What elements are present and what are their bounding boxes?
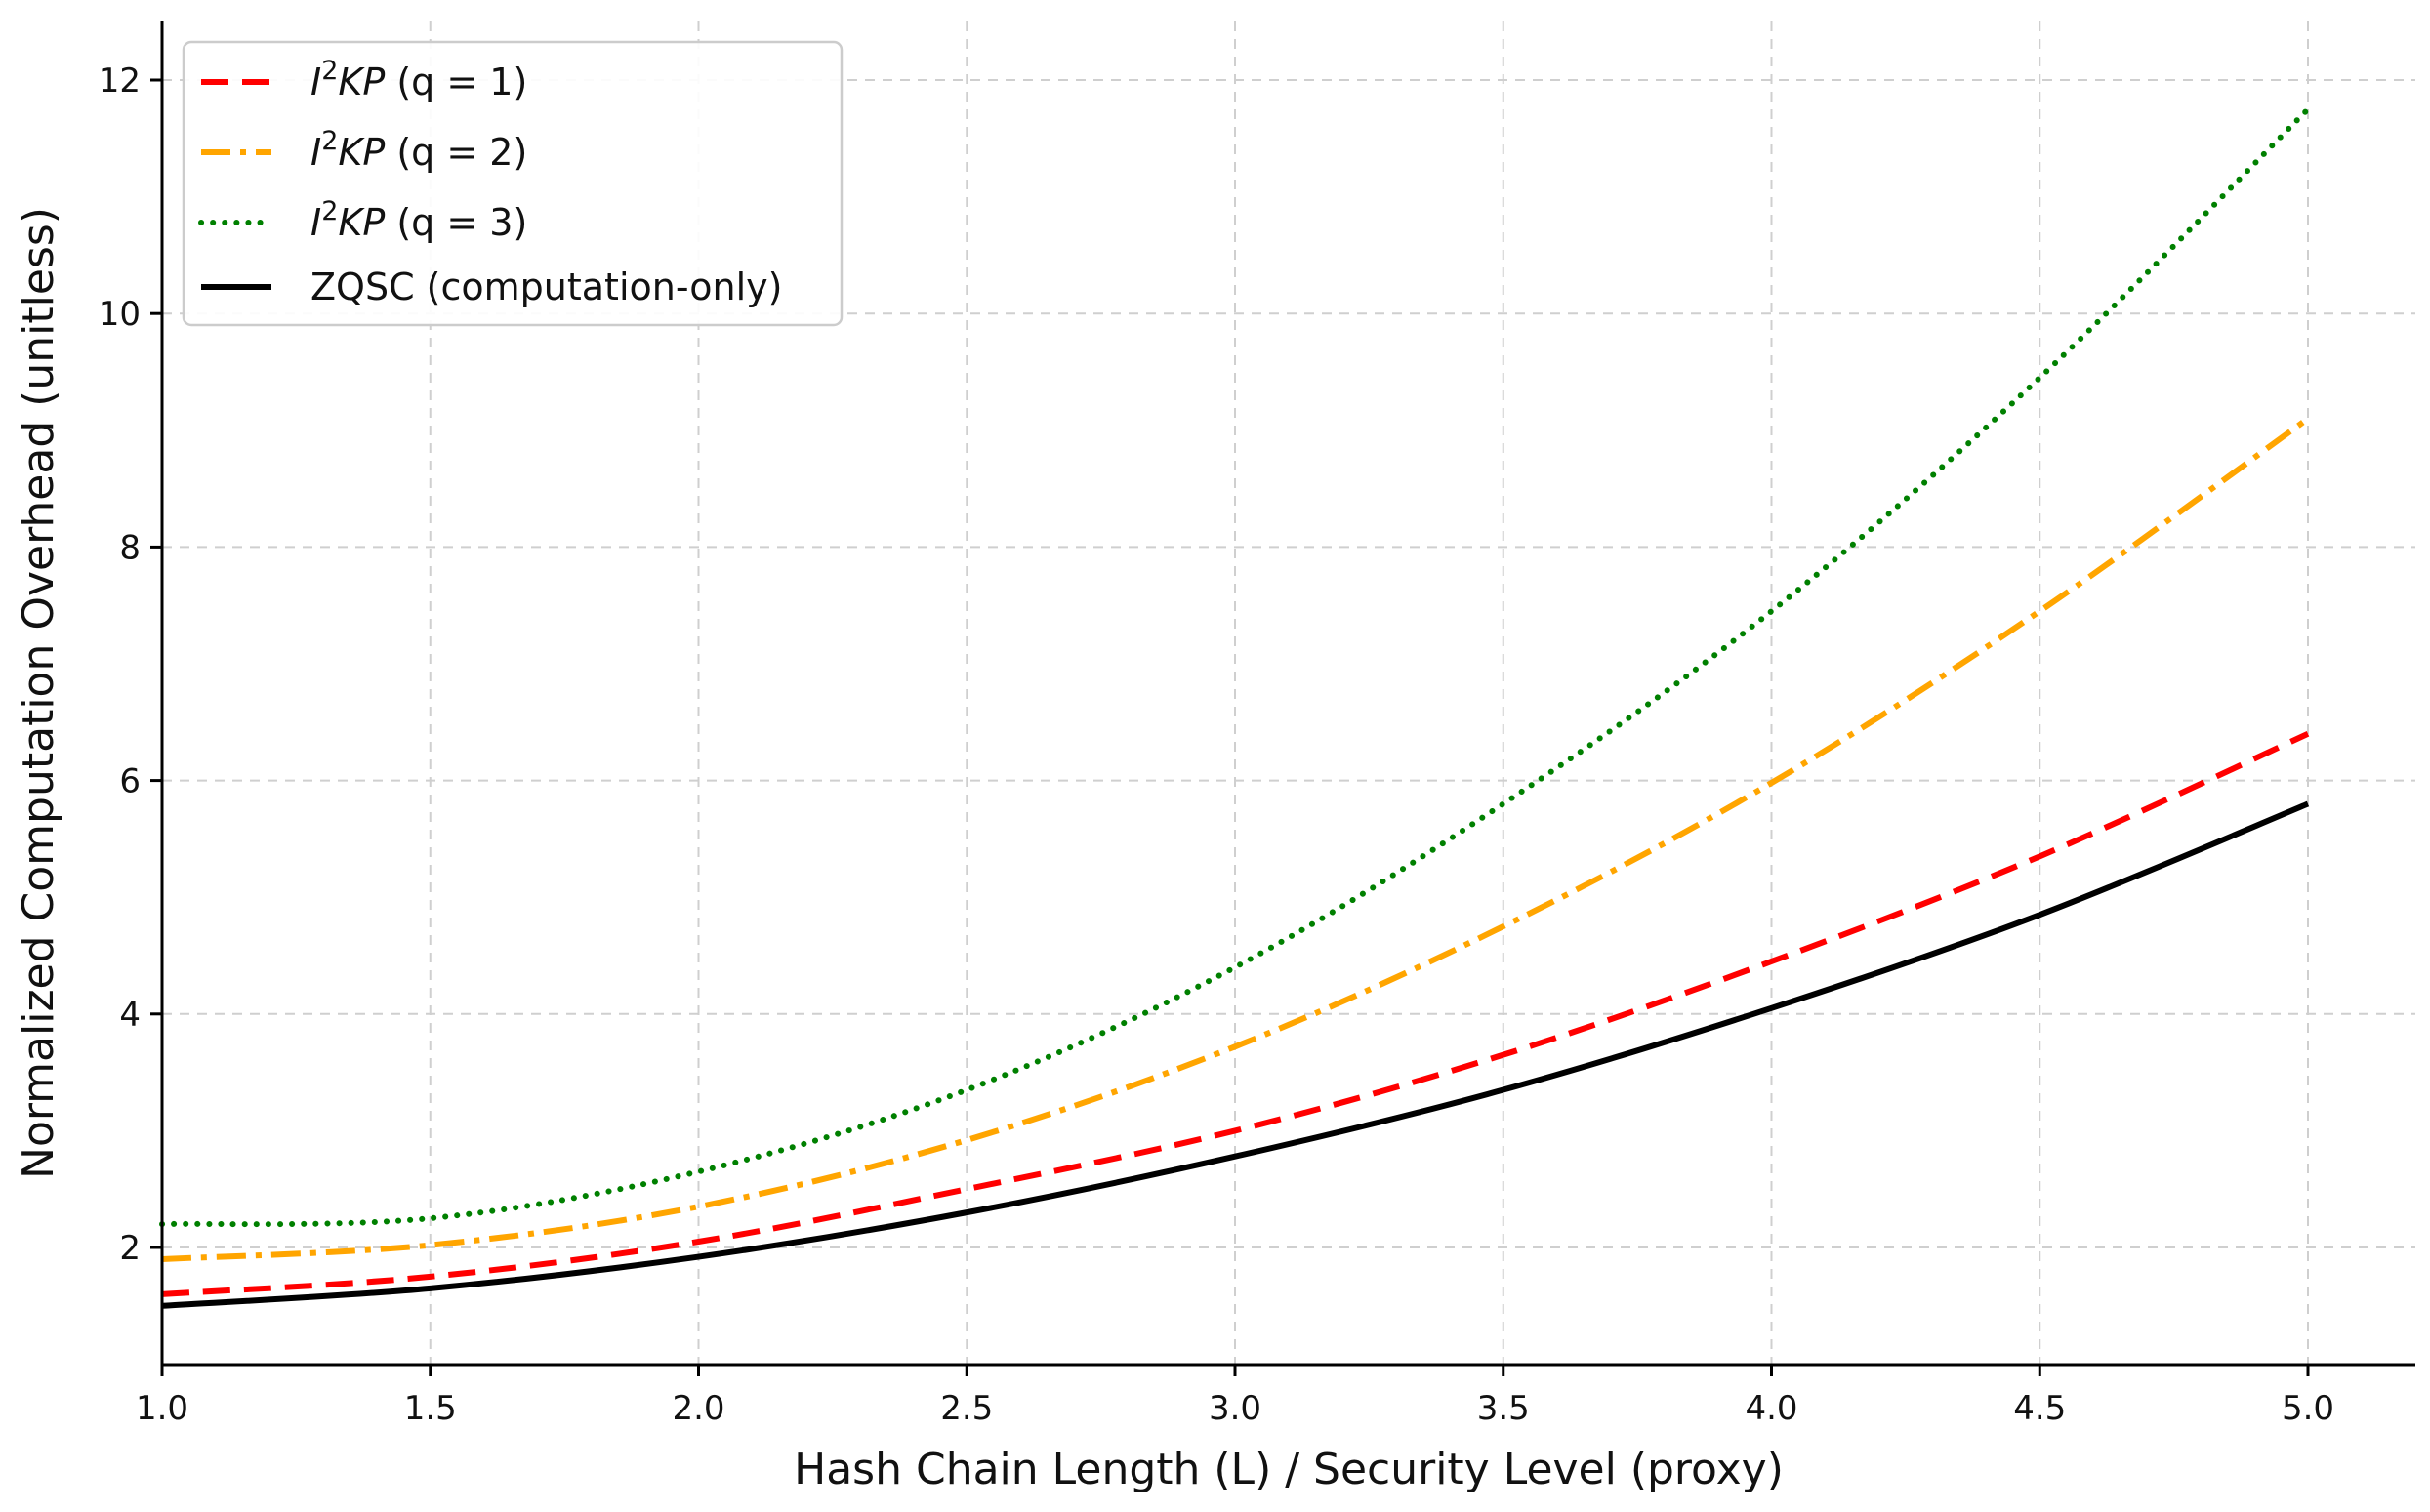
- x-axis-label: Hash Chain Length (L) / Security Level (…: [794, 1445, 1784, 1494]
- y-tick-label: 12: [99, 61, 141, 101]
- ticks: 1.0 1.5 2.0 2.5 3.0 3.5 4.0 4.5 5.0 2 4 6 8 10 12: [99, 61, 2334, 1428]
- y-tick-label: 8: [119, 528, 141, 567]
- legend-label-4: ZQSC (computation-only): [310, 266, 782, 308]
- y-tick-label: 4: [119, 996, 141, 1035]
- series-line-2: [161, 416, 2310, 1262]
- y-axis-label: Normalized Computation Overhead (unitles…: [14, 207, 63, 1179]
- legend: I2KP (q = 1) I2KP (q = 2) I2KP (q = 3) ZQSC…: [182, 40, 844, 327]
- legend-label-1: I2KP (q = 1): [310, 56, 527, 103]
- x-tick-label: 4.5: [2013, 1389, 2066, 1428]
- y-tick-label: 6: [119, 762, 141, 801]
- x-tick-label: 3.0: [1209, 1389, 1261, 1428]
- series-line-3: [159, 105, 2311, 1228]
- x-tick-label: 3.5: [1477, 1389, 1530, 1428]
- x-tick-label: 1.0: [136, 1389, 188, 1428]
- legend-label-3: I2KP (q = 3): [310, 196, 527, 244]
- y-tick-label: 10: [99, 295, 141, 334]
- x-tick-label: 4.0: [1745, 1389, 1797, 1428]
- series-lines: [159, 105, 2311, 1309]
- x-tick-label: 5.0: [2282, 1389, 2334, 1428]
- legend-label-2: I2KP (q = 2): [310, 126, 527, 174]
- x-tick-label: 2.5: [940, 1389, 993, 1428]
- series-line-4: [161, 800, 2310, 1309]
- x-tick-label: 1.5: [404, 1389, 457, 1428]
- x-tick-label: 2.0: [672, 1389, 724, 1428]
- series-line-1: [161, 731, 2310, 1297]
- grid-lines: [161, 21, 2415, 1365]
- y-tick-label: 2: [119, 1229, 141, 1268]
- legend-box: [182, 40, 844, 327]
